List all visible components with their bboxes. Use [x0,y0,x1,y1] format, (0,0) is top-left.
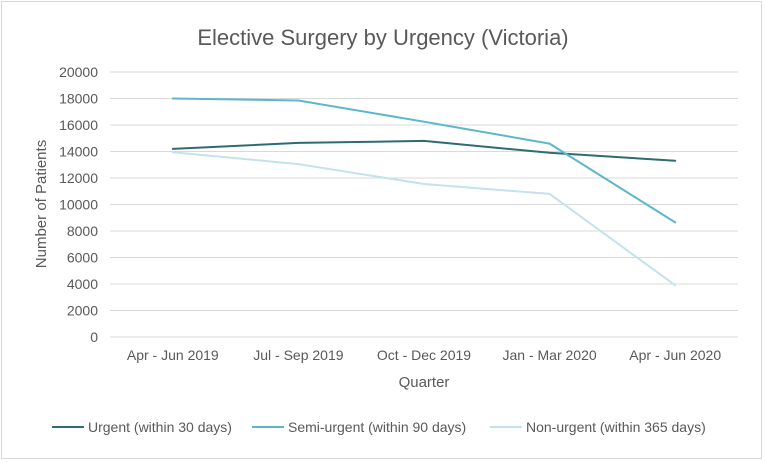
x-tick-label: Jul - Sep 2019 [253,347,343,363]
legend-label: Semi-urgent (within 90 days) [288,419,466,435]
y-axis-ticks: 0 2000 4000 6000 8000 10000 12000 14000 16000 180… [59,64,98,345]
y-tick-label: 2000 [67,303,98,319]
legend-label: Non-urgent (within 365 days) [526,419,706,435]
series-line-3 [171,151,677,287]
x-tick-label: Apr - Jun 2019 [127,347,219,363]
y-tick-label: 10000 [59,197,98,213]
series-lines [171,97,677,287]
y-tick-label: 16000 [59,117,98,133]
y-tick-label: 0 [90,329,98,345]
series-line-2 [171,97,677,224]
y-tick-label: 14000 [59,144,98,160]
x-axis-label: Quarter [399,374,450,391]
y-tick-label: 6000 [67,250,98,266]
series-line-1 [171,139,677,162]
y-axis-label: Number of Patients [33,140,50,268]
legend-label: Urgent (within 30 days) [88,419,232,435]
legend: Urgent (within 30 days) Semi-urgent (with… [52,419,706,435]
y-tick-label: 18000 [59,91,98,107]
y-tick-label: 20000 [59,64,98,80]
y-tick-label: 8000 [67,223,98,239]
y-tick-label: 12000 [59,170,98,186]
chart-title: Elective Surgery by Urgency (Victoria) [197,25,568,50]
x-tick-label: Jan - Mar 2020 [503,347,597,363]
x-axis-ticks: Apr - Jun 2019 Jul - Sep 2019 Oct - Dec 20… [127,347,721,363]
y-tick-label: 4000 [67,276,98,292]
x-tick-label: Oct - Dec 2019 [377,347,471,363]
gridlines [110,71,738,338]
x-tick-label: Apr - Jun 2020 [629,347,721,363]
